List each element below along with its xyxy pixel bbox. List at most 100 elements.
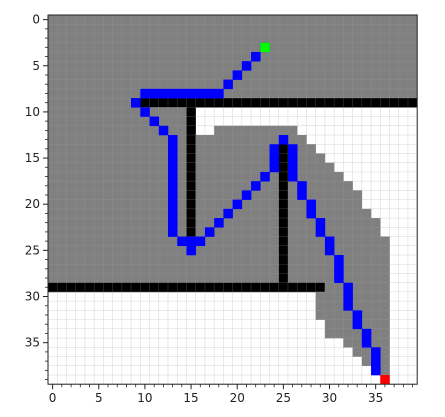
x-tick-label: 35 — [368, 391, 383, 405]
explored-cell — [361, 291, 372, 302]
explored-cell — [306, 171, 316, 182]
explored-cell — [260, 181, 270, 191]
explored-cell — [334, 199, 344, 210]
goal-marker — [380, 374, 390, 385]
explored-cell — [84, 153, 95, 163]
explored-cell — [343, 218, 353, 228]
explored-cell — [158, 79, 169, 90]
explored-cell — [66, 79, 76, 90]
explored-cell — [297, 162, 307, 173]
explored-cell — [84, 199, 95, 210]
markers — [260, 42, 390, 385]
explored-cell — [361, 264, 372, 274]
explored-cell — [223, 61, 233, 71]
explored-cell — [371, 338, 381, 348]
explored-cell — [278, 125, 289, 136]
explored-cell — [121, 264, 132, 274]
explored-cell — [241, 125, 252, 136]
explored-cell — [324, 328, 335, 339]
explored-cell — [343, 88, 353, 99]
path-cell — [334, 254, 344, 265]
wall-cell — [167, 98, 178, 108]
explored-cell — [380, 42, 390, 53]
explored-cell — [131, 51, 141, 62]
explored-cell — [241, 70, 252, 80]
explored-cell — [223, 51, 233, 62]
explored-cell — [334, 227, 344, 237]
explored-cell — [214, 162, 224, 173]
explored-cell — [315, 291, 326, 302]
wall-cell — [195, 282, 206, 293]
explored-cell — [112, 61, 123, 71]
explored-cell — [297, 227, 307, 237]
explored-cell — [195, 190, 206, 200]
wall-cell — [158, 98, 169, 108]
explored-cell — [94, 33, 104, 43]
explored-cell — [223, 42, 233, 53]
wall-cell — [186, 171, 196, 182]
explored-cell — [260, 199, 270, 210]
explored-cell — [380, 254, 390, 265]
wall-cell — [315, 282, 326, 293]
explored-cell — [223, 199, 233, 210]
explored-cell — [306, 70, 316, 80]
explored-cell — [315, 79, 326, 90]
explored-cell — [269, 227, 280, 237]
explored-cell — [232, 79, 243, 90]
explored-cell — [195, 264, 206, 274]
explored-cell — [167, 264, 178, 274]
explored-cell — [269, 125, 280, 136]
explored-cell — [103, 162, 113, 173]
explored-cell — [158, 218, 169, 228]
explored-cell — [103, 51, 113, 62]
explored-cell — [315, 24, 326, 34]
explored-cell — [380, 347, 390, 357]
explored-cell — [352, 264, 363, 274]
explored-cell — [158, 116, 169, 127]
explored-cell — [112, 107, 123, 117]
explored-cell — [251, 208, 261, 219]
explored-cell — [167, 273, 178, 283]
explored-cell — [84, 15, 95, 25]
wall-cell — [84, 282, 95, 293]
explored-cell — [112, 144, 123, 154]
explored-cell — [140, 116, 150, 127]
explored-cell — [177, 199, 187, 210]
explored-cell — [195, 51, 206, 62]
explored-cell — [94, 88, 104, 99]
path-cell — [334, 273, 344, 283]
wall-cell — [278, 153, 289, 163]
explored-cell — [232, 264, 243, 274]
path-cell — [297, 181, 307, 191]
wall-cell — [186, 208, 196, 219]
explored-cell — [75, 61, 86, 71]
wall-cell — [269, 282, 280, 293]
explored-cell — [306, 33, 316, 43]
path-cell — [204, 88, 215, 99]
wall-cell — [278, 264, 289, 274]
path-cell — [343, 301, 353, 311]
explored-cell — [315, 181, 326, 191]
explored-cell — [287, 15, 298, 25]
explored-cell — [334, 328, 344, 339]
explored-cell — [260, 144, 270, 154]
explored-cell — [324, 282, 335, 293]
explored-cell — [297, 134, 307, 145]
explored-cell — [315, 199, 326, 210]
explored-cell — [204, 33, 215, 43]
explored-cell — [287, 125, 298, 136]
explored-cell — [251, 264, 261, 274]
wall-cell — [278, 181, 289, 191]
y-tick-label: 20 — [25, 197, 40, 211]
explored-cell — [186, 15, 196, 25]
explored-cell — [324, 15, 335, 25]
wall-cell — [167, 282, 178, 293]
explored-cell — [149, 236, 160, 247]
explored-cell — [232, 33, 243, 43]
explored-cell — [149, 162, 160, 173]
explored-cell — [334, 301, 344, 311]
explored-cell — [315, 70, 326, 80]
explored-cell — [306, 236, 316, 247]
explored-cell — [149, 264, 160, 274]
explored-cell — [195, 15, 206, 25]
